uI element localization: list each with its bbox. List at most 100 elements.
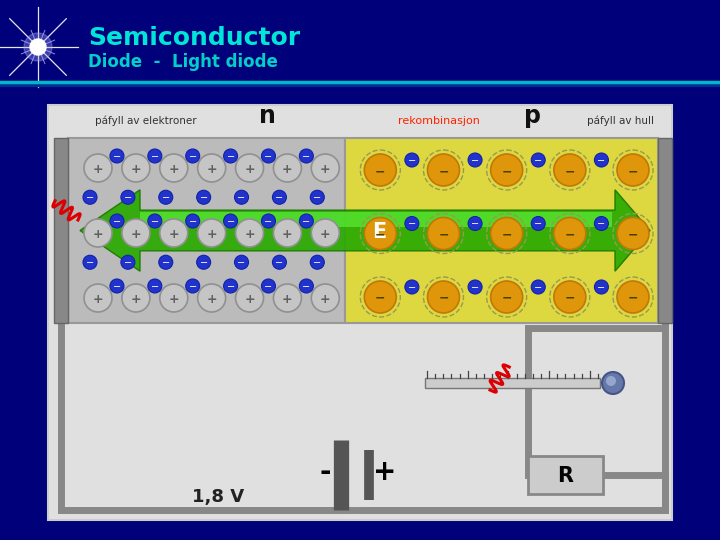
Text: rekombinasjon: rekombinasjon: [398, 116, 480, 126]
Text: +: +: [320, 163, 330, 176]
Circle shape: [110, 149, 124, 163]
Text: -: -: [319, 458, 330, 486]
Text: −: −: [534, 156, 542, 166]
Text: +: +: [207, 228, 217, 241]
Circle shape: [468, 280, 482, 294]
Circle shape: [160, 284, 188, 312]
Text: −: −: [162, 258, 170, 268]
Circle shape: [122, 284, 150, 312]
Text: −: −: [628, 292, 638, 305]
Text: −: −: [375, 292, 385, 305]
Circle shape: [300, 149, 313, 163]
Text: −: −: [628, 165, 638, 178]
Text: +: +: [168, 163, 179, 176]
Text: −: −: [150, 282, 159, 292]
Circle shape: [160, 219, 188, 247]
Text: E: E: [372, 222, 387, 242]
Circle shape: [84, 154, 112, 182]
Text: −: −: [124, 193, 132, 203]
Text: páfyll av hull: páfyll av hull: [587, 116, 654, 126]
Text: −: −: [227, 152, 235, 162]
Circle shape: [84, 284, 112, 312]
Text: +: +: [93, 228, 103, 241]
Text: −: −: [534, 219, 542, 230]
Bar: [658, 138, 672, 323]
Text: −: −: [564, 165, 575, 178]
Text: −: −: [302, 282, 310, 292]
Circle shape: [310, 190, 324, 204]
Circle shape: [364, 218, 396, 249]
Circle shape: [148, 149, 162, 163]
Text: −: −: [564, 292, 575, 305]
Bar: [54, 138, 68, 323]
Circle shape: [311, 219, 339, 247]
Text: Diode  -  Light diode: Diode - Light diode: [88, 53, 278, 71]
Text: n: n: [259, 104, 276, 128]
Text: −: −: [408, 283, 416, 293]
Circle shape: [235, 284, 264, 312]
Circle shape: [595, 217, 608, 231]
Circle shape: [122, 219, 150, 247]
Circle shape: [595, 153, 608, 167]
Circle shape: [224, 214, 238, 228]
Text: −: −: [438, 165, 449, 178]
Text: −: −: [313, 258, 321, 268]
Circle shape: [554, 154, 586, 186]
Text: −: −: [189, 282, 197, 292]
Text: +: +: [93, 163, 103, 176]
Circle shape: [274, 219, 302, 247]
Text: −: −: [501, 228, 512, 241]
Circle shape: [110, 279, 124, 293]
Circle shape: [595, 280, 608, 294]
Circle shape: [554, 281, 586, 313]
Text: +: +: [130, 228, 141, 241]
Circle shape: [198, 219, 225, 247]
Circle shape: [364, 154, 396, 186]
Circle shape: [30, 39, 46, 55]
Circle shape: [606, 376, 616, 386]
Text: −: −: [113, 217, 121, 227]
Circle shape: [364, 281, 396, 313]
Text: −: −: [302, 152, 310, 162]
Text: −: −: [598, 283, 606, 293]
Circle shape: [468, 153, 482, 167]
Circle shape: [235, 255, 248, 269]
Circle shape: [198, 284, 225, 312]
Bar: [68, 138, 346, 323]
Text: −: −: [302, 217, 310, 227]
Text: +: +: [168, 293, 179, 306]
Text: −: −: [199, 193, 207, 203]
Text: −: −: [628, 228, 638, 241]
Text: −: −: [86, 258, 94, 268]
Circle shape: [261, 214, 276, 228]
Circle shape: [235, 154, 264, 182]
Text: −: −: [238, 258, 246, 268]
Text: −: −: [162, 193, 170, 203]
Polygon shape: [80, 190, 650, 271]
Text: −: −: [189, 152, 197, 162]
Circle shape: [186, 214, 199, 228]
Text: −: −: [264, 282, 273, 292]
Text: +: +: [320, 293, 330, 306]
Circle shape: [554, 218, 586, 249]
Text: −: −: [86, 193, 94, 203]
Circle shape: [300, 214, 313, 228]
Text: +: +: [282, 293, 293, 306]
Text: −: −: [438, 292, 449, 305]
Circle shape: [468, 217, 482, 231]
Circle shape: [224, 279, 238, 293]
Text: −: −: [471, 283, 479, 293]
Circle shape: [83, 190, 97, 204]
Text: +: +: [130, 163, 141, 176]
Text: −: −: [471, 156, 479, 166]
Circle shape: [261, 279, 276, 293]
Circle shape: [428, 281, 459, 313]
Text: −: −: [501, 292, 512, 305]
Text: −: −: [264, 217, 273, 227]
Bar: [346, 138, 658, 323]
Text: +: +: [168, 228, 179, 241]
Text: +: +: [207, 293, 217, 306]
Text: Semiconductor: Semiconductor: [88, 26, 300, 50]
Text: +: +: [244, 163, 255, 176]
Text: −: −: [150, 152, 159, 162]
